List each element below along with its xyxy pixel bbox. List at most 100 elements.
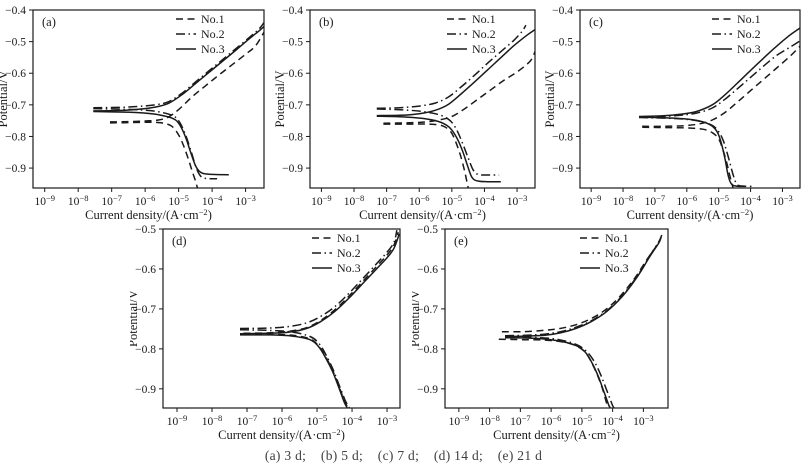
x-tick-label: 10−8 xyxy=(202,413,223,428)
curve-cathodic xyxy=(239,334,348,408)
y-tick-label: −0.7 xyxy=(135,304,156,316)
x-tick-label: 10−7 xyxy=(376,193,397,208)
x-tick-label: 10−9 xyxy=(34,193,55,208)
legend-label: No.3 xyxy=(737,42,761,56)
x-tick-label: 10−5 xyxy=(708,193,729,208)
x-tick-label: 10−8 xyxy=(344,193,365,208)
panel-a-chart: 10−9 10−8 10−7 10−6 10−5 10−4 10−3 −0.4 −0.5 −0.6… xyxy=(0,5,265,222)
y-tick-label: −0.5 xyxy=(135,224,156,236)
curve-anodic xyxy=(93,22,264,109)
y-axis-title: Potential/V xyxy=(543,71,557,128)
curve-anodic xyxy=(504,234,663,337)
legend-label: No.3 xyxy=(337,261,361,275)
plot-area-border xyxy=(579,9,801,189)
legend-label: No.2 xyxy=(337,246,361,260)
series-no3-curve xyxy=(638,27,800,188)
curve-anodic xyxy=(93,25,264,112)
legend: No.1No.2No.3 xyxy=(580,231,629,275)
y-tick-label: −0.9 xyxy=(417,384,438,396)
panel-c-chart: 10−9 10−8 10−7 10−6 10−5 10−4 10−3 −0.4 −0.5 −0.6… xyxy=(543,5,801,222)
x-tick-label: 10−7 xyxy=(510,413,531,428)
legend-item: No.3 xyxy=(447,42,496,56)
plot-area-border xyxy=(32,9,265,189)
panel-d-chart: 10−9 10−8 10−7 10−6 10−5 10−4 10−3 −0.5 −0.6 −0.7… xyxy=(130,224,401,442)
series-no1-curve xyxy=(498,240,660,408)
series-no2-curve xyxy=(376,24,527,176)
series-no3-curve xyxy=(239,233,400,408)
x-axis-title: Current density/(A·cm−2) xyxy=(627,207,754,222)
x-tick-label: 10−5 xyxy=(572,413,593,428)
x-tick-label: 10−5 xyxy=(168,193,189,208)
plot-area-border xyxy=(444,228,669,409)
series-no2-curve xyxy=(93,22,264,180)
x-tick-label: 10−7 xyxy=(237,413,258,428)
series-no1-curve xyxy=(383,51,535,188)
curve-anodic xyxy=(239,233,400,335)
series-no1-curve xyxy=(642,45,800,188)
curve-cathodic xyxy=(376,108,500,176)
y-tick-label: −0.6 xyxy=(282,68,303,80)
curve-cathodic xyxy=(109,121,199,188)
curve-anodic xyxy=(638,40,800,118)
legend-item: No.1 xyxy=(447,12,496,26)
legend: No.1No.2No.3 xyxy=(312,231,361,275)
curve-anodic xyxy=(501,240,660,333)
y-tick-label: −0.4 xyxy=(282,5,303,17)
x-tick-label: 10−9 xyxy=(581,193,602,208)
x-axis-title: Current density/(A·cm−2) xyxy=(359,207,486,222)
y-tick-label: −0.7 xyxy=(5,100,26,112)
x-tick-label: 10−4 xyxy=(202,193,223,208)
legend: No.1No.2No.3 xyxy=(447,12,496,56)
x-tick-label: 10−4 xyxy=(602,413,623,428)
x-tick-label: 10−4 xyxy=(740,193,761,208)
legend-label: No.1 xyxy=(605,231,629,245)
curve-anodic xyxy=(504,236,662,338)
legend-item: No.3 xyxy=(712,42,761,56)
curve-cathodic xyxy=(504,336,611,408)
figure-caption: (a) 3 d; (b) 5 d; (c) 7 d; (d) 14 d; (e)… xyxy=(264,448,543,463)
curve-cathodic xyxy=(383,123,469,188)
y-tick-label: −0.8 xyxy=(5,131,26,143)
curve-cathodic xyxy=(93,110,229,176)
panel-label: (b) xyxy=(319,15,334,29)
legend-item: No.2 xyxy=(447,27,496,41)
legend-item: No.1 xyxy=(176,12,225,26)
y-tick-label: −0.4 xyxy=(552,5,573,17)
y-tick-label: −0.8 xyxy=(417,344,438,356)
y-tick-label: −0.5 xyxy=(282,37,303,49)
curve-cathodic xyxy=(498,338,610,408)
x-tick-label: 10−9 xyxy=(311,193,332,208)
x-tick-label: 10−6 xyxy=(541,413,562,428)
curve-anodic xyxy=(239,230,398,330)
y-tick-label: −0.7 xyxy=(417,304,438,316)
legend-label: No.3 xyxy=(472,42,496,56)
x-tick-label: 10−3 xyxy=(377,413,398,428)
legend-item: No.2 xyxy=(580,246,629,260)
x-tick-label: 10−6 xyxy=(272,413,293,428)
legend-item: No.1 xyxy=(712,12,761,26)
legend-label: No.2 xyxy=(605,246,629,260)
panel-label: (e) xyxy=(454,234,468,248)
curve-cathodic xyxy=(642,126,734,188)
y-tick-label: −0.8 xyxy=(282,131,303,143)
panel-label: (a) xyxy=(42,15,56,29)
curve-anodic xyxy=(383,51,535,124)
series-no2-curve xyxy=(638,40,800,188)
y-tick-label: −0.8 xyxy=(552,131,573,143)
legend-item: No.3 xyxy=(176,42,225,56)
curve-anodic xyxy=(376,28,535,117)
legend-label: No.1 xyxy=(472,12,496,26)
plot-area-border xyxy=(309,9,536,189)
y-tick-label: −0.8 xyxy=(135,344,156,356)
curve-anodic xyxy=(642,45,800,128)
x-tick-label: 10−3 xyxy=(772,193,793,208)
x-tick-label: 10−6 xyxy=(677,193,698,208)
y-axis-title: Potential/V xyxy=(273,71,287,128)
x-axis-title: Current density/(A·cm−2) xyxy=(218,427,345,442)
legend-item: No.1 xyxy=(580,231,629,245)
x-tick-label: 10−5 xyxy=(307,413,328,428)
x-axis-title: Current density/(A·cm−2) xyxy=(85,207,212,222)
x-tick-label: 10−6 xyxy=(135,193,156,208)
curve-cathodic xyxy=(638,116,746,188)
